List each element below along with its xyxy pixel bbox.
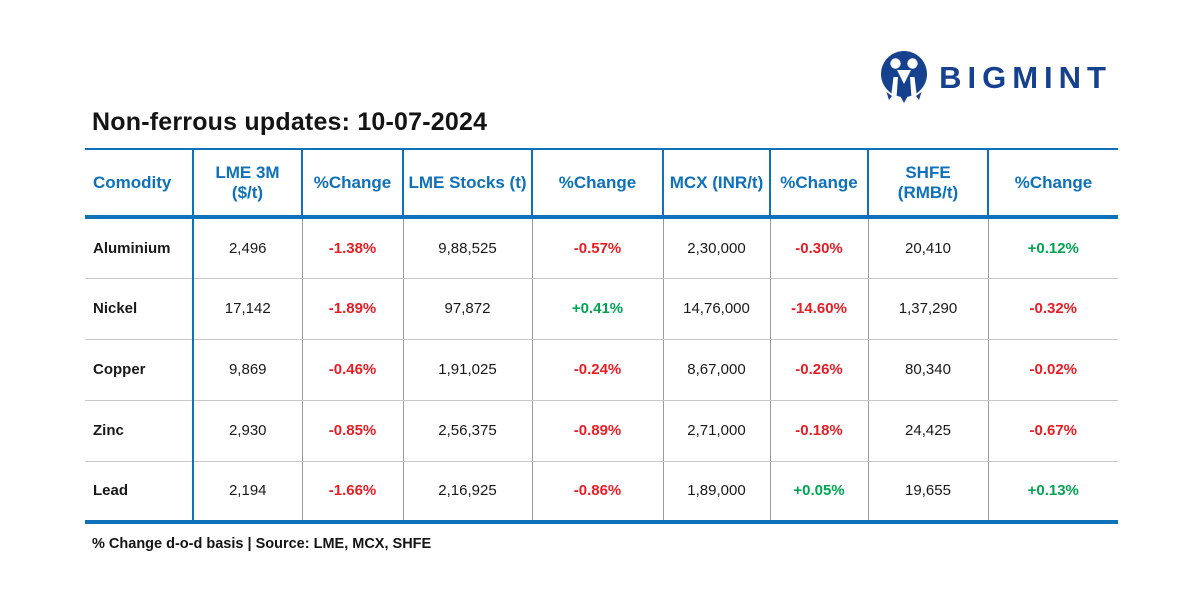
commodity-cell: Lead (85, 461, 193, 524)
change-cell: -0.57% (531, 217, 663, 279)
table-row: Zinc 2,930 -0.85% 2,56,375 -0.89% 2,71,000 -0.… (85, 400, 1118, 462)
change-cell: +0.41% (531, 278, 663, 340)
value-cell: 20,410 (867, 217, 988, 279)
value-cell: 80,340 (867, 339, 988, 401)
column-header: Comodity (85, 148, 193, 219)
change-cell: -0.26% (769, 339, 868, 401)
table-row: Copper 9,869 -0.46% 1,91,025 -0.24% 8,67,000-… (85, 339, 1118, 401)
table-row: Nickel 17,142 -1.89% 97,872 +0.41% 14,76,000-… (85, 278, 1118, 340)
value-cell: 9,869 (192, 339, 302, 401)
change-cell: -1.38% (301, 217, 403, 279)
value-cell: 1,91,025 (402, 339, 532, 401)
change-cell: -0.18% (769, 400, 868, 462)
value-cell: 2,56,375 (402, 400, 532, 462)
change-cell: -0.67% (987, 400, 1118, 462)
change-cell: -0.32% (987, 278, 1118, 340)
change-cell: -1.89% (301, 278, 403, 340)
column-header: %Change (531, 148, 663, 219)
change-cell: -0.89% (531, 400, 663, 462)
column-header: MCX (INR/t) (662, 148, 770, 219)
change-cell: -0.02% (987, 339, 1118, 401)
column-header: SHFE (RMB/t) (867, 148, 988, 219)
value-cell: 97,872 (402, 278, 532, 340)
change-cell: -0.46% (301, 339, 403, 401)
commodity-cell: Copper (85, 339, 193, 401)
bigmint-logo-icon (881, 51, 928, 103)
value-cell: 2,930 (192, 400, 302, 462)
column-header: LME Stocks (t) (402, 148, 532, 219)
column-header: %Change (301, 148, 403, 219)
commodity-cell: Nickel (85, 278, 193, 340)
brand-header: BIGMINT (879, 50, 1112, 106)
change-cell: +0.05% (769, 461, 868, 524)
change-cell: -0.86% (531, 461, 663, 524)
change-cell: -0.24% (531, 339, 663, 401)
commodity-cell: Zinc (85, 400, 193, 462)
commodity-cell: Aluminium (85, 217, 193, 279)
column-header: %Change (769, 148, 868, 219)
table-row: Aluminium 2,496 -1.38% 9,88,525 -0.57% 2,30,0… (85, 217, 1118, 279)
source-note: % Change d-o-d basis | Source: LME, MCX,… (92, 536, 432, 552)
change-cell: +0.12% (987, 217, 1118, 279)
value-cell: 2,71,000 (662, 400, 770, 462)
value-cell: 14,76,000 (662, 278, 770, 340)
header-row: Comodity LME 3M ($/t) %Change LME Stocks (t… (85, 148, 1118, 219)
change-cell: +0.13% (987, 461, 1118, 524)
value-cell: 8,67,000 (662, 339, 770, 401)
value-cell: 1,37,290 (867, 278, 988, 340)
value-cell: 2,30,000 (662, 217, 770, 279)
change-cell: -0.30% (769, 217, 868, 279)
value-cell: 1,89,000 (662, 461, 770, 524)
table-body: Aluminium 2,496 -1.38% 9,88,525 -0.57% 2,30,0… (85, 217, 1118, 524)
column-header: LME 3M ($/t) (192, 148, 302, 219)
page-title: Non-ferrous updates: 10-07-2024 (92, 108, 488, 136)
value-cell: 2,16,925 (402, 461, 532, 524)
value-cell: 17,142 (192, 278, 302, 340)
change-cell: -14.60% (769, 278, 868, 340)
table-head: Comodity LME 3M ($/t) %Change LME Stocks (t… (85, 148, 1118, 219)
value-cell: 9,88,525 (402, 217, 532, 279)
prices-table-container: Comodity LME 3M ($/t) %Change LME Stocks (t… (85, 148, 1118, 524)
column-header: %Change (987, 148, 1118, 219)
value-cell: 2,496 (192, 217, 302, 279)
brand-name: BIGMINT (939, 60, 1112, 95)
table-row: Lead 2,194 -1.66% 2,16,925 -0.86% 1,89,000 +0.… (85, 461, 1118, 524)
value-cell: 24,425 (867, 400, 988, 462)
change-cell: -0.85% (301, 400, 403, 462)
value-cell: 2,194 (192, 461, 302, 524)
prices-table: Comodity LME 3M ($/t) %Change LME Stocks (t… (85, 148, 1118, 524)
change-cell: -1.66% (301, 461, 403, 524)
value-cell: 19,655 (867, 461, 988, 524)
